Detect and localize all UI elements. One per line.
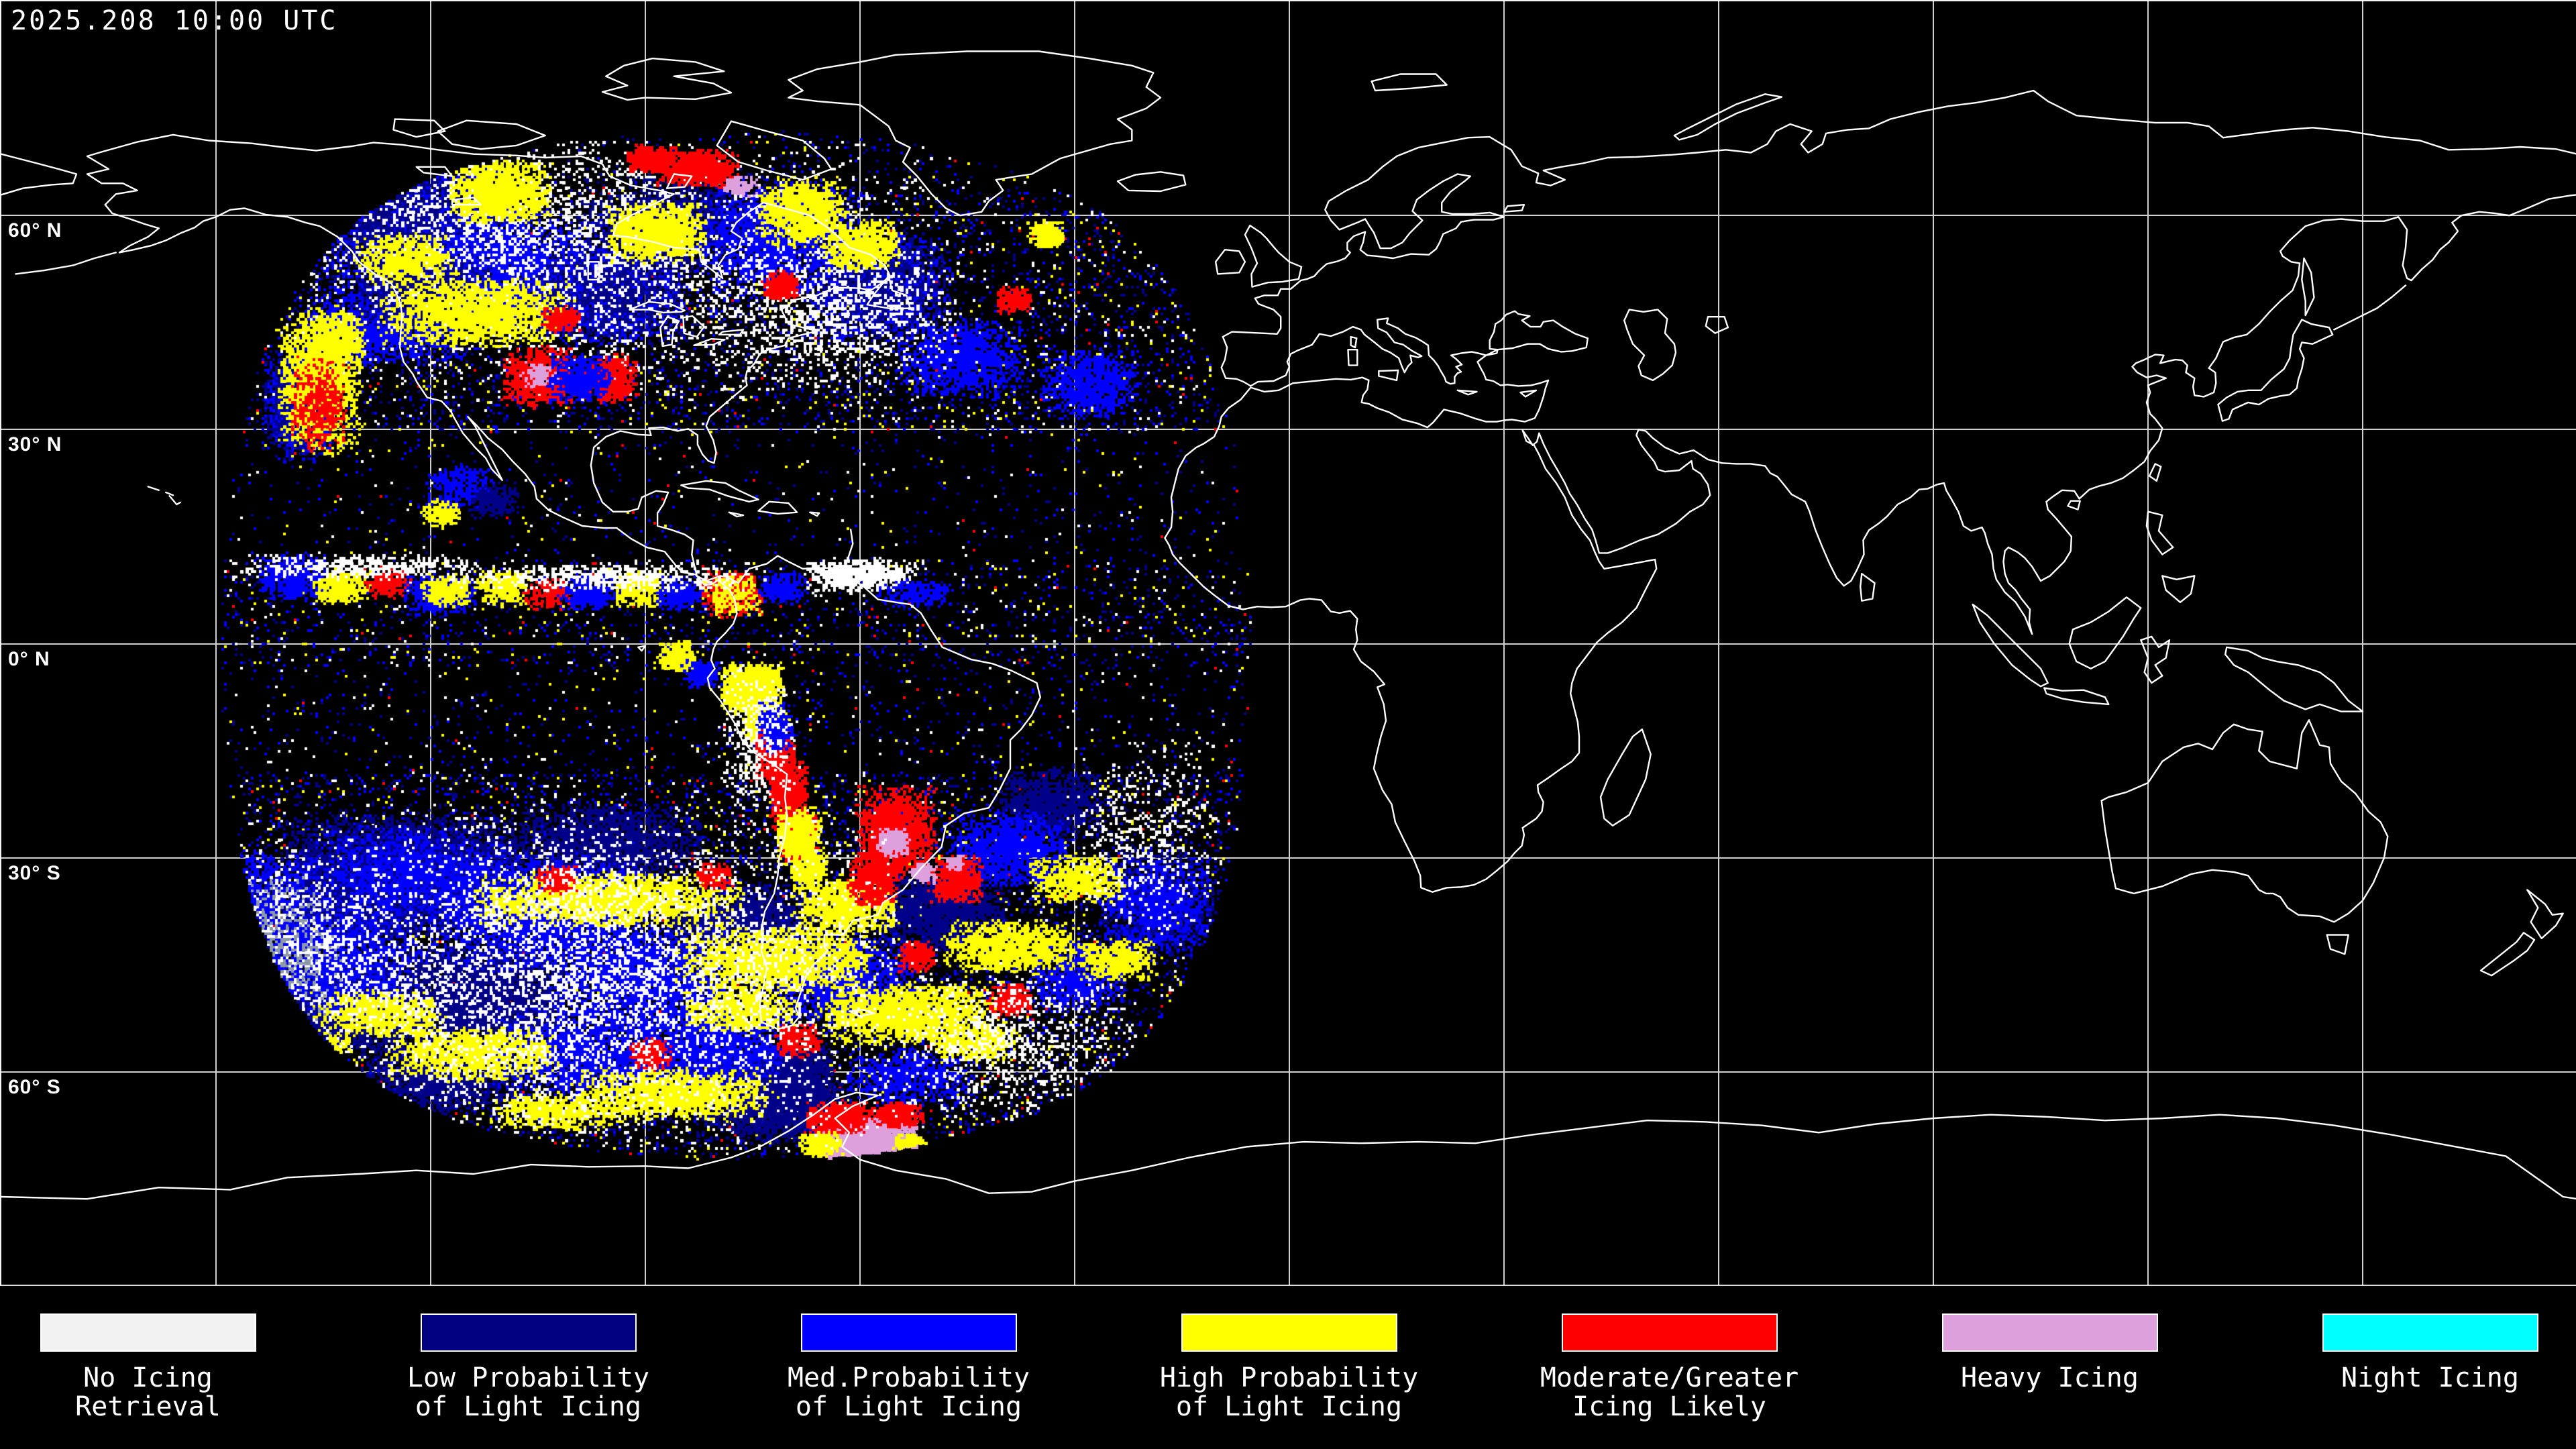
legend-label-line2: of Light Icing xyxy=(795,1391,1022,1422)
legend-label: Heavy Icing xyxy=(1860,1364,2240,1393)
legend-swatch-moderate-greater xyxy=(1561,1313,1778,1352)
legend-label: Med.Probability of Light Icing xyxy=(718,1364,1099,1421)
legend-entry-night-icing: Night Icing xyxy=(2240,1286,2576,1449)
legend-swatch-heavy-icing xyxy=(1941,1313,2158,1352)
latitude-label-30s: 30° S xyxy=(8,861,61,884)
legend-entry-low-probability: Low Probability of Light Icing xyxy=(338,1286,718,1449)
legend-swatch-night-icing xyxy=(2322,1313,2538,1352)
legend-label: High Probability of Light Icing xyxy=(1099,1364,1479,1421)
latitude-label-60s: 60° S xyxy=(8,1075,61,1098)
legend-label-line2: of Light Icing xyxy=(1175,1391,1403,1422)
coastline-path xyxy=(1,50,2576,1200)
legend-label-line1: Night Icing xyxy=(2341,1362,2519,1393)
legend-bar: No Icing Retrieval Low Probability of Ligh… xyxy=(0,1286,2576,1449)
legend-label: Moderate/Greater Icing Likely xyxy=(1479,1364,1860,1421)
legend-swatch-no-icing xyxy=(40,1313,256,1352)
legend-label-line1: High Probability xyxy=(1159,1362,1419,1393)
latitude-label-30n: 30° N xyxy=(8,433,62,456)
legend-swatch-med-probability xyxy=(800,1313,1017,1352)
coastlines-layer xyxy=(1,50,2576,1200)
legend-label-line1: Low Probability xyxy=(407,1362,650,1393)
legend-label-line2: of Light Icing xyxy=(415,1391,642,1422)
legend-label: No Icing Retrieval xyxy=(0,1364,338,1421)
legend-label-line2: Icing Likely xyxy=(1572,1391,1766,1422)
legend-label-line1: Moderate/Greater xyxy=(1540,1362,1799,1393)
legend-entry-moderate-greater: Moderate/Greater Icing Likely xyxy=(1479,1286,1860,1449)
legend-swatch-high-probability xyxy=(1181,1313,1397,1352)
legend-label: Night Icing xyxy=(2240,1364,2576,1393)
legend-entry-high-probability: High Probability of Light Icing xyxy=(1099,1286,1479,1449)
legend-label: Low Probability of Light Icing xyxy=(338,1364,718,1421)
legend-label-line1: No Icing xyxy=(83,1362,213,1393)
legend-label-line1: Heavy Icing xyxy=(1961,1362,2139,1393)
legend-entry-med-probability: Med.Probability of Light Icing xyxy=(718,1286,1099,1449)
timestamp-label: 2025.208 10:00 UTC xyxy=(11,5,338,36)
latitude-label-60n: 60° N xyxy=(8,219,62,242)
latitude-label-0n: 0° N xyxy=(8,647,50,670)
icing-data-layer xyxy=(1,1,2576,1287)
world-map: 2025.208 10:00 UTC 60° N 30° N 0° N 30° … xyxy=(0,0,2576,1287)
legend-swatch-low-probability xyxy=(420,1313,637,1352)
legend-entry-no-icing: No Icing Retrieval xyxy=(0,1286,338,1449)
legend-label-line2: Retrieval xyxy=(75,1391,221,1422)
legend-entry-heavy-icing: Heavy Icing xyxy=(1860,1286,2240,1449)
legend-label-line1: Med.Probability xyxy=(787,1362,1030,1393)
